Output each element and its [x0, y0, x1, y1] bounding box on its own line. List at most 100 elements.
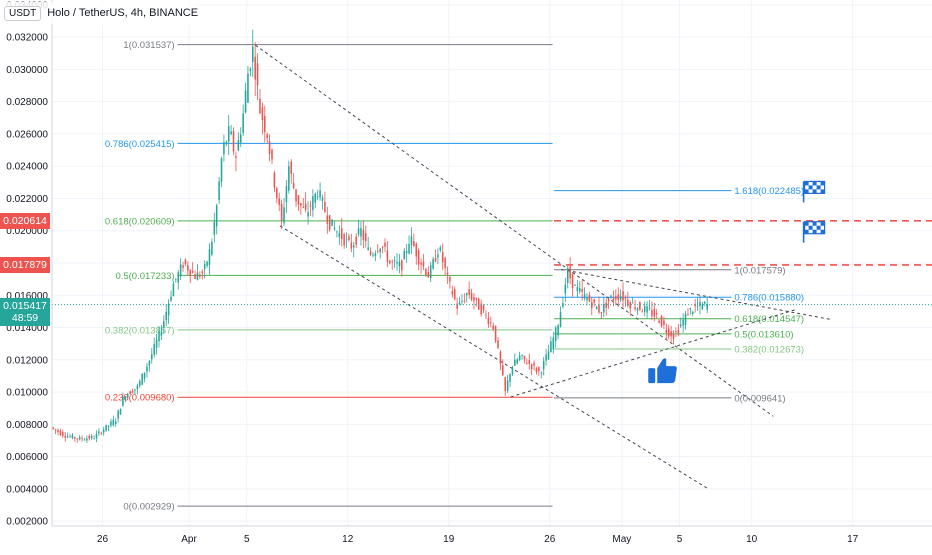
- trend-line: [510, 309, 796, 398]
- candle-body: [665, 329, 668, 333]
- y-tick-label: 0.002000: [6, 517, 48, 528]
- fib-level-label: 0.382(0.013857): [105, 325, 175, 336]
- candle-body: [110, 421, 112, 426]
- candle-body: [239, 134, 242, 143]
- fib-level-label: 1(0.031537): [123, 40, 174, 51]
- candle-body: [444, 257, 446, 268]
- bar-countdown: 48:59: [11, 311, 39, 324]
- candle-body: [607, 299, 610, 302]
- fib-level-label: 0.5(0.017233): [115, 271, 174, 282]
- x-tick-label: 12: [342, 534, 354, 545]
- symbol-title[interactable]: Holo / TetherUS, 4h, BINANCE: [47, 7, 199, 19]
- y-tick-label: 0.010000: [6, 388, 48, 399]
- candle-body: [59, 430, 62, 435]
- y-tick-label: 0.024000: [6, 162, 48, 173]
- candle-body: [357, 228, 360, 235]
- candle-body: [242, 113, 244, 133]
- fib-level-label: 0.618(0.020609): [105, 216, 175, 227]
- candle-body: [300, 203, 302, 206]
- candle-body: [90, 435, 93, 439]
- candle-body: [540, 372, 543, 374]
- candle-body: [62, 432, 64, 436]
- candle-body: [477, 298, 480, 310]
- x-tick-label: 26: [97, 534, 109, 545]
- candle-body: [427, 271, 430, 278]
- candle-body: [78, 437, 81, 440]
- candle-body: [251, 46, 254, 63]
- candle-body: [203, 264, 206, 269]
- candle-body: [352, 245, 355, 248]
- price-tag-red-low: 0.017879: [0, 256, 50, 273]
- candle-body: [704, 301, 706, 304]
- candle-body: [213, 221, 216, 235]
- candle-body: [336, 231, 338, 233]
- candle-body: [545, 354, 547, 361]
- candle-body: [345, 238, 348, 240]
- y-tick-label: 0.028000: [6, 97, 48, 108]
- candle-body: [223, 142, 225, 155]
- flag-check: [804, 189, 809, 194]
- candle-body: [105, 424, 107, 431]
- candle-body: [326, 215, 329, 224]
- x-tick-label: 10: [746, 534, 758, 545]
- candle-body: [163, 321, 165, 328]
- candle-body: [434, 257, 437, 262]
- flag-check: [804, 181, 809, 186]
- candle-body: [658, 320, 660, 323]
- candle-body: [76, 438, 79, 440]
- candle-body: [600, 312, 603, 314]
- candle-body: [528, 360, 531, 364]
- candle-body: [261, 107, 264, 121]
- x-tick-label: 26: [544, 534, 556, 545]
- candle-body: [167, 303, 170, 316]
- candle-body: [126, 394, 129, 398]
- candle-body: [648, 308, 651, 310]
- candle-body: [215, 205, 218, 227]
- flag-check: [812, 181, 817, 186]
- candle-body: [189, 269, 192, 276]
- grid-layer: [52, 0, 932, 526]
- candle-body: [314, 193, 317, 203]
- candle-body: [160, 332, 163, 336]
- candle-body: [552, 337, 555, 350]
- candle-body: [612, 298, 615, 301]
- price-tag-red-high-text: 0.020614: [3, 214, 47, 227]
- candle-body: [288, 166, 290, 191]
- candle-body: [605, 302, 607, 308]
- candle-body: [386, 250, 389, 262]
- candle-body: [694, 304, 696, 307]
- candle-body: [571, 273, 574, 288]
- candle-body: [533, 363, 535, 366]
- candle-body: [362, 229, 365, 241]
- candle-body: [655, 313, 658, 315]
- candle-body: [706, 303, 708, 310]
- currency-badge[interactable]: USDT: [4, 5, 42, 21]
- flag-check: [808, 185, 813, 190]
- candle-body: [569, 266, 571, 279]
- fib-level-label: 0.236(0.009680): [105, 393, 175, 404]
- flag-check: [812, 229, 817, 234]
- candle-body: [583, 294, 586, 299]
- x-tick-label: 5: [677, 534, 683, 545]
- candle-body: [586, 298, 588, 301]
- candle-body: [348, 236, 350, 240]
- candle-body: [191, 271, 194, 273]
- candle-body: [350, 242, 353, 249]
- candle-body: [81, 438, 83, 440]
- candle-body: [446, 272, 449, 275]
- candle-body: [295, 189, 297, 202]
- candle-body: [595, 306, 598, 309]
- candle-body: [309, 205, 312, 207]
- candle-body: [523, 355, 526, 360]
- candle-body: [324, 201, 326, 212]
- candle-body: [187, 265, 189, 271]
- candle-body: [165, 311, 167, 321]
- candle-body: [615, 296, 617, 300]
- fibonacci-layer: 1(0.031537) 0.786(0.025415) 0.618(0.020609…: [105, 40, 932, 513]
- candle-body: [535, 368, 538, 372]
- candle-body: [155, 339, 158, 348]
- candle-body: [701, 304, 704, 310]
- flag-icon: [802, 221, 826, 243]
